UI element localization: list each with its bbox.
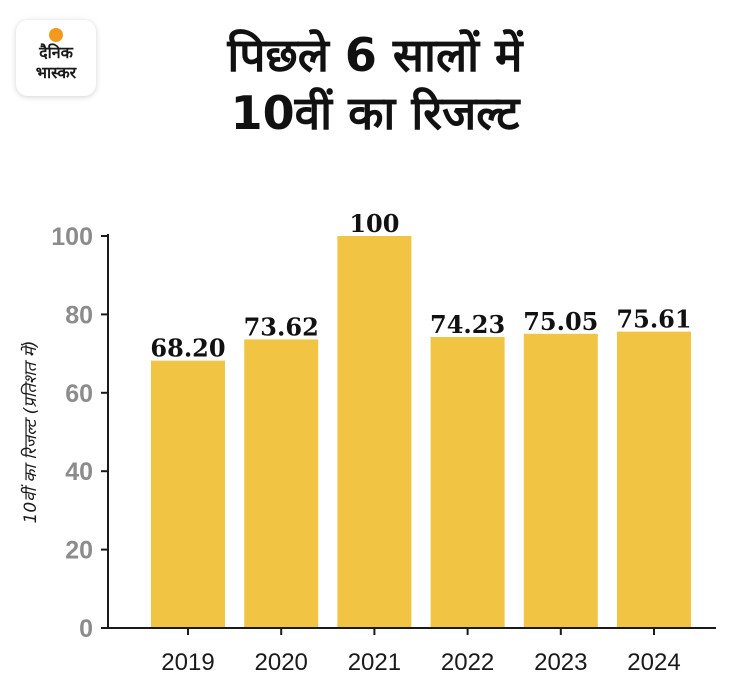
y-tick-label: 20 [65, 537, 93, 565]
bar [151, 360, 225, 628]
chart-title-line2: 10वीं का रिजल्ट [230, 86, 520, 140]
x-tick-label: 2019 [161, 649, 214, 676]
y-ticks: 0 20 40 60 80 100 [51, 223, 108, 643]
x-labels: 2019 2020 2021 2022 2023 2024 [161, 649, 680, 676]
bar-value-label: 68.20 [150, 334, 225, 363]
bar [337, 236, 412, 628]
y-tick-label: 60 [65, 380, 93, 408]
brand-logo: दैनिक भास्कर [16, 20, 96, 96]
bar [523, 333, 598, 628]
chart-title: पिछले 6 सालों में 10वीं का रिजल्ट [110, 26, 640, 142]
bars [151, 236, 691, 628]
brand-name-line2: भास्कर [35, 63, 77, 82]
x-tick-label: 2023 [534, 649, 587, 676]
x-tick-label: 2020 [255, 649, 308, 676]
bar-value-label: 73.62 [244, 312, 319, 341]
y-tick-label: 0 [79, 615, 93, 643]
bar-value-label: 75.61 [616, 305, 691, 334]
sun-icon [49, 28, 63, 42]
y-tick-label: 80 [65, 301, 93, 329]
bar-value-label: 75.05 [523, 307, 598, 336]
x-tick-label: 2022 [441, 649, 494, 676]
x-tick-label: 2024 [627, 649, 680, 676]
y-tick-label: 100 [51, 223, 93, 251]
bar [617, 331, 691, 628]
bar [244, 339, 319, 628]
brand-name-line1: दैनिक [39, 43, 73, 62]
value-labels: 68.20 73.62 100 74.23 75.05 75.61 [150, 209, 691, 363]
axes [107, 234, 716, 635]
x-tick-label: 2021 [348, 649, 401, 676]
bar [430, 337, 505, 628]
y-axis-title: 10वीं का रिजल्ट (प्रतिशत में) [20, 341, 41, 524]
bar-value-label: 74.23 [430, 310, 505, 339]
y-tick-label: 40 [65, 458, 93, 486]
bar-value-label: 100 [349, 209, 399, 238]
chart-title-line1: पिछले 6 सालों में [227, 28, 523, 82]
